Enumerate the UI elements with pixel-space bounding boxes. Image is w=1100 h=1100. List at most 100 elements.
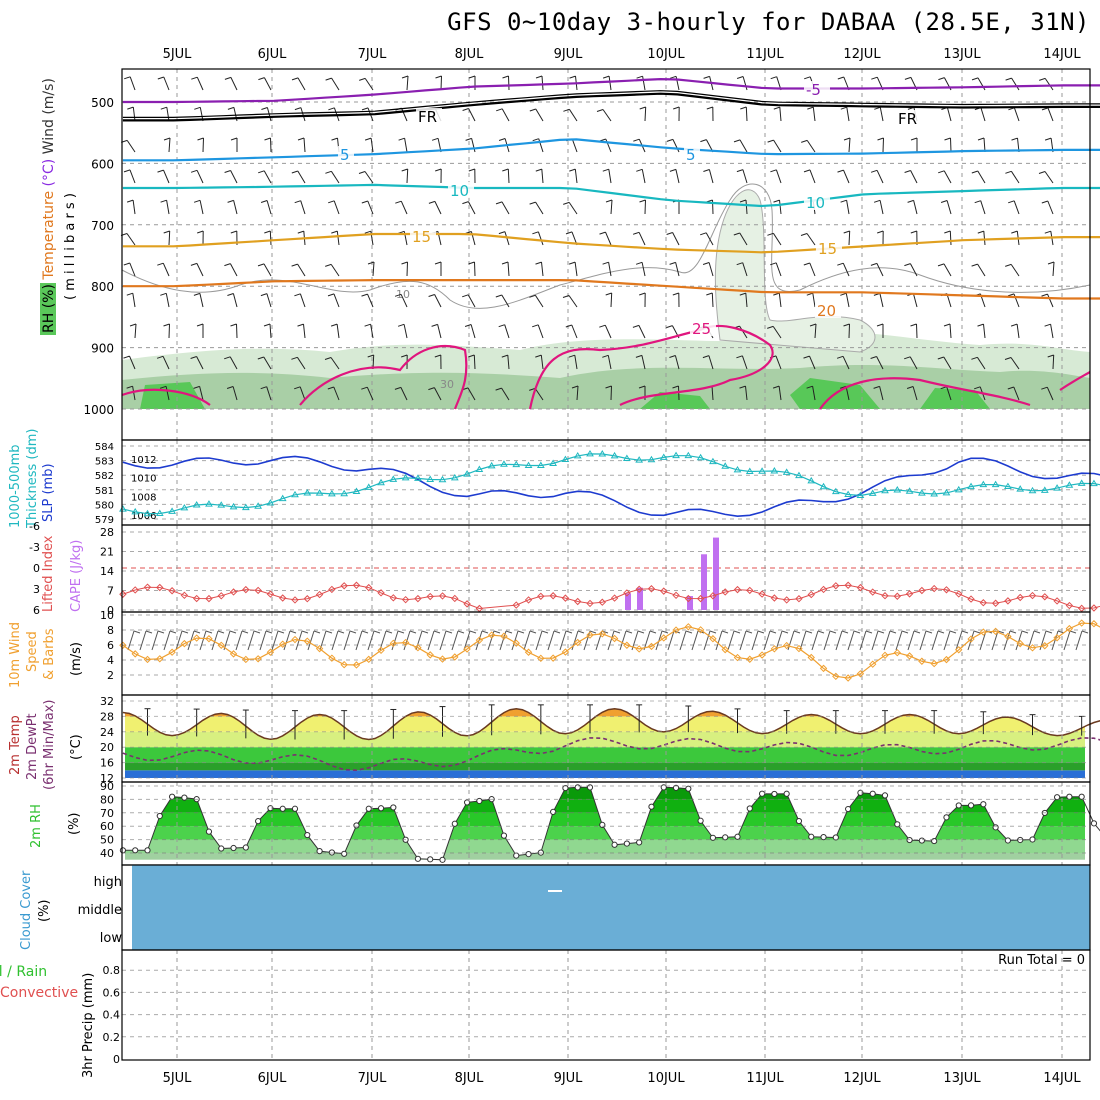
- thickness-point: [426, 475, 435, 483]
- wind-barb-flag: [156, 355, 164, 359]
- upper-ylabel-part: RH (%): [41, 284, 57, 333]
- wind-barb-10m-flag: [805, 630, 813, 634]
- wind-barb: [541, 75, 544, 91]
- wind-barb-flag: [190, 169, 198, 173]
- wind-barb: [779, 107, 782, 122]
- temp-color-band: [125, 747, 1085, 763]
- wind-barb: [675, 76, 680, 91]
- rh-point: [181, 794, 188, 801]
- wind-speed-point: [524, 648, 533, 656]
- wind-barb: [1013, 107, 1020, 122]
- wind-barb-flag: [294, 200, 301, 204]
- wind-barb-flag: [1039, 77, 1046, 81]
- wind-barb-flag: [870, 169, 878, 173]
- wind-speed-point: [832, 672, 840, 681]
- wind-barb: [638, 325, 646, 339]
- wind-barb-10m: [331, 630, 339, 651]
- wind-barb: [976, 357, 986, 370]
- wind-barb-flag: [801, 139, 808, 143]
- cloud-cover-fill: [132, 865, 1090, 950]
- wind-barb: [708, 355, 714, 370]
- wind-barb: [400, 387, 408, 401]
- contour-label: 15: [412, 228, 431, 246]
- wind-barb: [642, 76, 646, 91]
- wind-barb-flag: [910, 323, 917, 327]
- contour-20: [122, 279, 1100, 300]
- li-point: [340, 582, 348, 590]
- wind-barb-10m: [487, 630, 495, 651]
- li-point: [377, 589, 385, 597]
- date-label-bottom: 9JUL: [554, 1071, 584, 1086]
- rh-tick-label: 60: [100, 820, 114, 833]
- wind-barb-flag: [297, 230, 304, 234]
- thickness-point: [389, 475, 398, 482]
- thickness-point: [1016, 485, 1025, 492]
- wind-barb-10m-flag: [613, 630, 621, 634]
- rh-point: [144, 847, 151, 854]
- li-tick-label: -3: [29, 541, 40, 554]
- wind-barb-flag: [364, 323, 371, 327]
- li-point: [1041, 593, 1049, 601]
- cape-bar: [625, 593, 631, 610]
- wind-barb-10m-flag: [421, 630, 429, 634]
- temp-color-band: [125, 762, 1085, 771]
- pressure-tick-label: 900: [91, 342, 114, 356]
- wind-barb: [742, 169, 748, 184]
- contour-label: 5: [340, 146, 350, 164]
- wind-barb-10m-flag: [817, 630, 825, 634]
- wind-barb-flag: [498, 324, 505, 328]
- wind-barb-flag: [535, 261, 542, 265]
- li-point: [254, 586, 262, 595]
- wind-barb-10m-flag: [409, 630, 417, 634]
- temp-tick-label: 12: [100, 772, 114, 785]
- wind-barb-10m: [247, 630, 255, 651]
- wind-barb-flag: [495, 387, 502, 391]
- wind-barb-flag: [230, 137, 238, 141]
- wind-barb: [165, 293, 170, 308]
- contour-label-bg: [804, 81, 830, 97]
- wind-barb-10m-flag: [361, 630, 369, 634]
- wind-barb-flag: [263, 323, 271, 327]
- thickness-point: [622, 454, 631, 461]
- wind-barb-flag: [639, 292, 646, 296]
- wind-barb: [610, 199, 613, 215]
- thickness-point: [758, 467, 766, 474]
- wind-barb-flag: [944, 230, 951, 234]
- wind-barb-10m-flag: [253, 630, 261, 634]
- thickness-point: [475, 465, 484, 473]
- thickness-point: [438, 475, 447, 483]
- wind-barb-flag: [877, 230, 884, 234]
- wind-barb: [608, 76, 612, 91]
- wind-barb-flag: [773, 199, 780, 203]
- wind-barb: [946, 107, 952, 122]
- wind-barb: [297, 263, 306, 277]
- thickness-point: [905, 487, 914, 494]
- wind-barb-flag: [904, 263, 911, 267]
- wind-barb-flag: [944, 137, 951, 141]
- rh-point: [881, 792, 889, 799]
- thickness-point: [500, 460, 508, 467]
- thickness-point: [340, 489, 349, 497]
- thickness-point: [364, 483, 373, 490]
- wind-barb-flag: [532, 138, 539, 142]
- wind-barb-flag: [602, 261, 609, 265]
- wind-barb-10m-flag: [241, 630, 249, 634]
- wind-barb-flag: [635, 261, 643, 265]
- wind-barb-flag: [327, 386, 334, 390]
- date-label-bottom: 12JUL: [843, 1071, 881, 1086]
- li-point: [315, 590, 324, 599]
- wind-barb-flag: [325, 170, 332, 174]
- contour-freezing-upper: [122, 90, 1100, 118]
- wind-barb-flag: [940, 200, 948, 203]
- wind-barb-flag: [971, 356, 978, 360]
- rh-color-band: [125, 853, 1085, 860]
- wind-barb-flag: [602, 354, 609, 358]
- wind-barb-flag: [127, 106, 134, 110]
- li-point: [991, 599, 1000, 607]
- wind-barb-10m: [163, 630, 171, 651]
- wind-barb-flag: [804, 76, 811, 80]
- wind-barb: [604, 324, 612, 339]
- wind-barb: [568, 202, 578, 215]
- li-point: [266, 590, 275, 598]
- wind-speed-point: [1004, 632, 1012, 641]
